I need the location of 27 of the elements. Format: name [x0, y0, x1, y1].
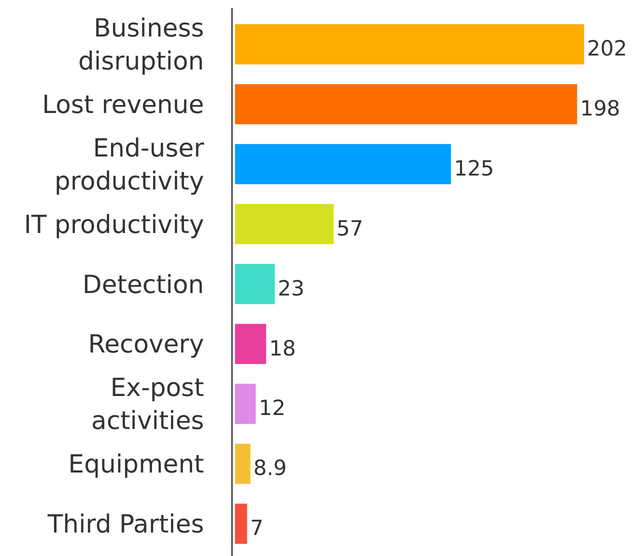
- y-tick-label: Lost revenue: [42, 90, 204, 119]
- data-label: 198: [580, 96, 620, 121]
- y-tick-label: Business disruption: [78, 14, 204, 76]
- data-label: 7: [250, 516, 264, 540]
- bar: [235, 444, 250, 484]
- bar: [235, 504, 248, 544]
- data-label: 202: [587, 36, 628, 61]
- y-tick-label: Recovery: [88, 330, 204, 359]
- bar: [235, 204, 334, 244]
- data-label: 8.9: [253, 456, 287, 480]
- data-label: 18: [269, 336, 296, 360]
- y-tick-label: Third Parties: [46, 509, 204, 538]
- data-label: 12: [258, 396, 286, 420]
- y-tick-label: Equipment: [68, 450, 204, 479]
- data-label: 57: [336, 216, 364, 240]
- bar: [235, 24, 584, 64]
- bar: [235, 384, 256, 424]
- bar: [235, 264, 275, 304]
- y-tick-label: Ex-post activities: [91, 373, 204, 436]
- bar: [235, 324, 266, 364]
- bar: [235, 144, 451, 184]
- y-tick-label: End-user productivity: [54, 133, 205, 196]
- bar: [235, 84, 578, 124]
- y-tick-label: Detection: [82, 270, 204, 299]
- y-tick-label: IT productivity: [24, 210, 204, 239]
- data-label: 23: [278, 276, 304, 300]
- data-label: 125: [454, 156, 494, 180]
